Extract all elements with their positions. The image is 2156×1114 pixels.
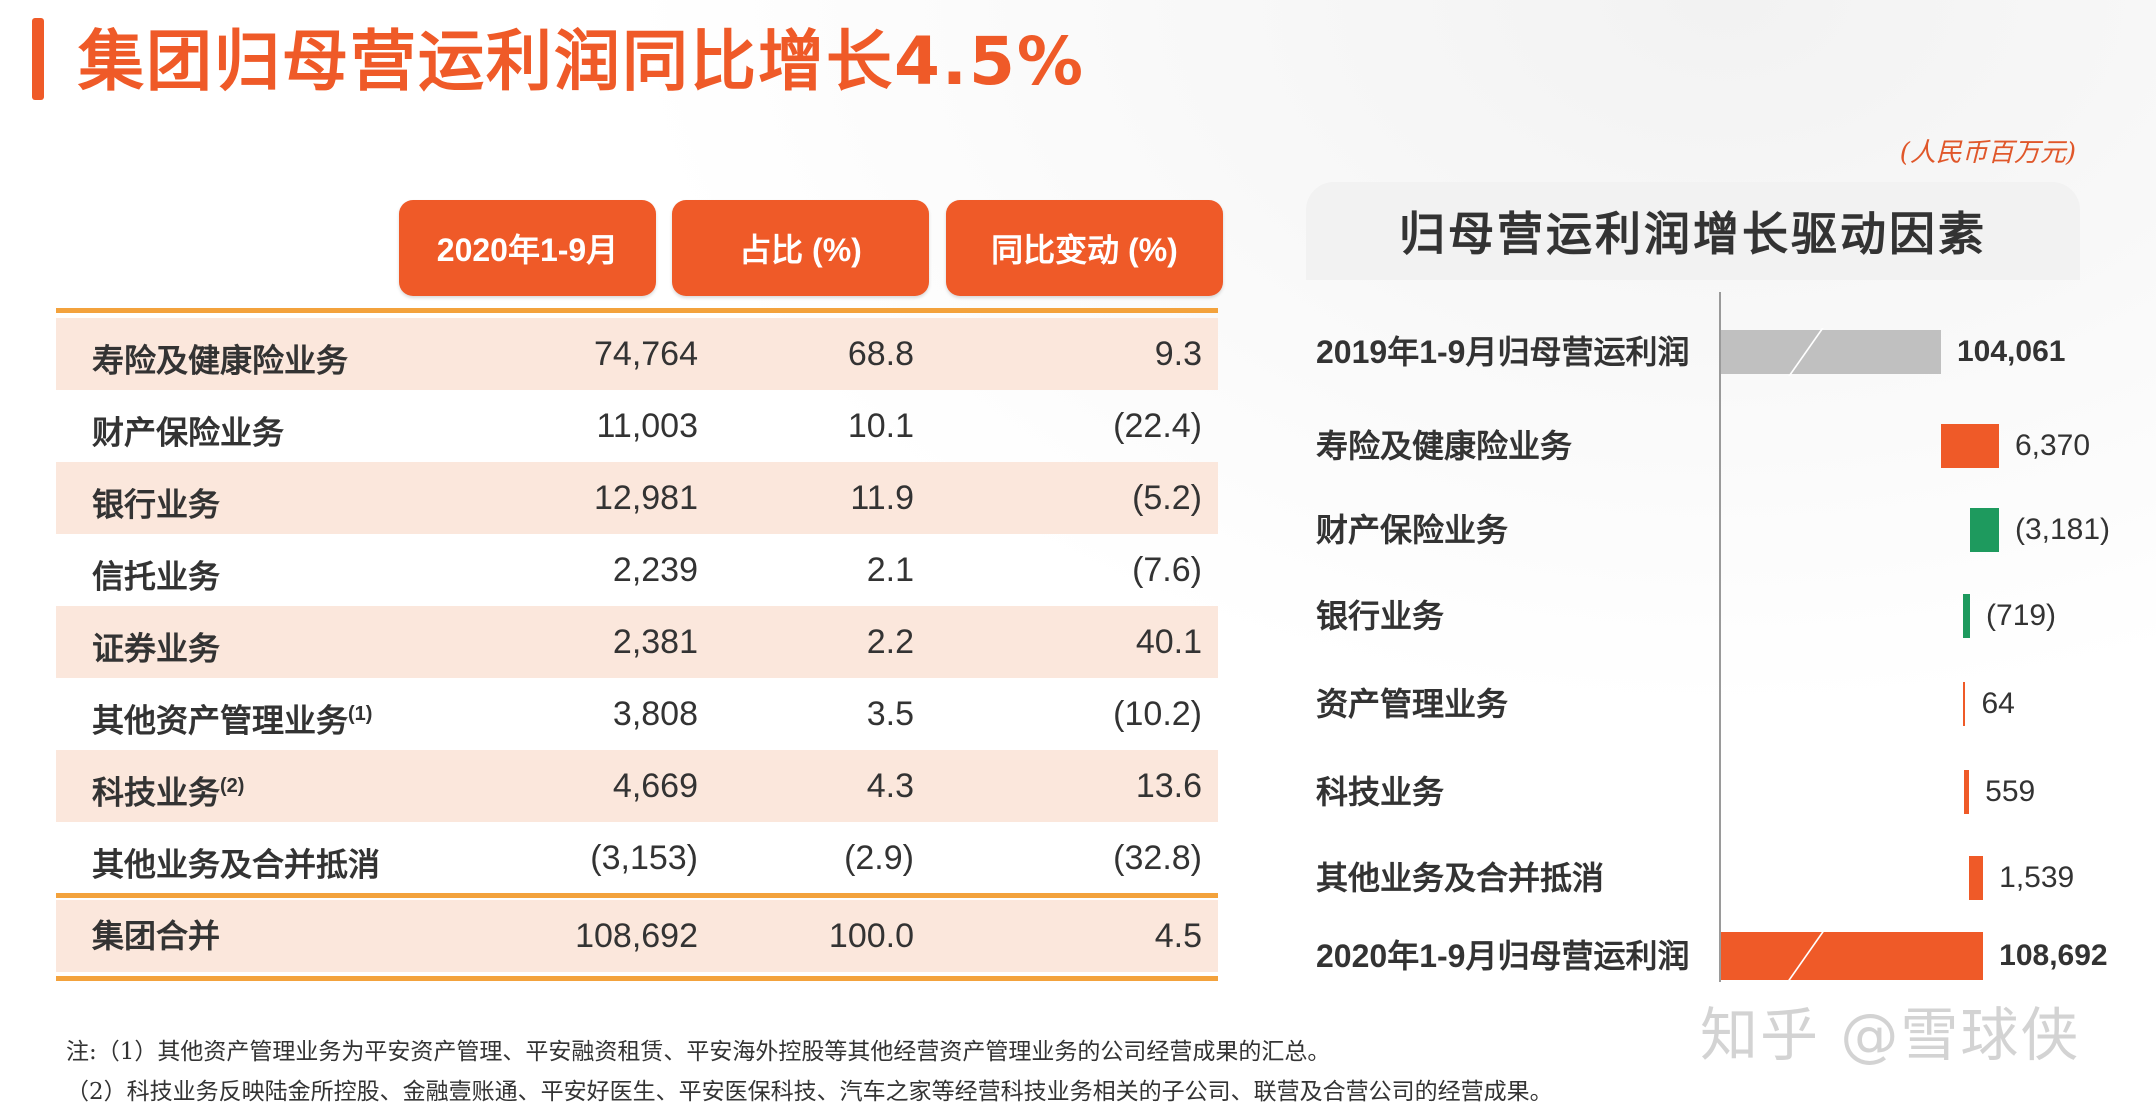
category-label: 财产保险业务 [1316, 511, 1509, 549]
row-yoy: (7.6) [1132, 551, 1202, 589]
category-label: 其他业务及合并抵消 [1316, 859, 1605, 897]
header-period: 2020年1-9月 [399, 200, 656, 296]
table-top-rule [56, 308, 1218, 313]
row-share: 100.0 [828, 917, 914, 955]
header-yoy: 同比变动 (%) [946, 200, 1223, 296]
row-amount: 11,003 [596, 407, 698, 445]
row-footnote-marker: (1) [348, 703, 373, 725]
row-amount: (3,153) [590, 839, 698, 877]
value-label: (3,181) [2014, 513, 2111, 546]
row-amount: 3,808 [612, 695, 698, 733]
value-label: 104,061 [1957, 335, 2066, 368]
decrease-bar [1963, 594, 1970, 638]
row-yoy: (32.8) [1113, 839, 1202, 877]
unit-label: (人民币百万元) [1899, 138, 2076, 168]
table-row: 证券业务 2,381 2.2 40.1 [56, 606, 1218, 678]
row-share: 2.2 [866, 623, 914, 661]
row-yoy: 13.6 [1135, 767, 1202, 805]
table-row: 科技业务(2) 4,669 4.3 13.6 [56, 750, 1218, 822]
row-label: 科技业务(2) [92, 773, 245, 812]
row-amount: 4,669 [612, 767, 698, 805]
category-label: 寿险及健康险业务 [1316, 427, 1573, 465]
title-accent-bar [32, 18, 44, 100]
row-share: (2.9) [844, 839, 914, 877]
row-yoy: 4.5 [1154, 917, 1202, 955]
table-row: 银行业务 12,981 11.9 (5.2) [56, 462, 1218, 534]
value-label: 1,539 [1999, 861, 2075, 894]
total-bar [1721, 330, 1941, 374]
value-label: 64 [1981, 687, 2015, 720]
value-label: 6,370 [2014, 429, 2091, 462]
row-yoy: (10.2) [1113, 695, 1202, 733]
row-label: 寿险及健康险业务 [92, 341, 349, 380]
row-share: 10.1 [847, 407, 914, 445]
increase-bar [1969, 856, 1984, 900]
table-row: 寿险及健康险业务 74,764 68.8 9.3 [56, 318, 1218, 390]
value-label: 559 [1985, 775, 2036, 808]
row-yoy: (22.4) [1113, 407, 1202, 445]
note-1: 注:（1）其他资产管理业务为平安资产管理、平安融资租赁、平安海外控股等其他经营资… [66, 1039, 1331, 1065]
table-bottom-rule [56, 976, 1218, 981]
table-row: 其他业务及合并抵消 (3,153) (2.9) (32.8) [56, 822, 1218, 894]
row-label: 其他业务及合并抵消 [92, 845, 381, 884]
row-amount: 74,764 [594, 335, 698, 373]
chart-title: 归母营运利润增长驱动因素 [1306, 182, 2080, 280]
category-label: 2020年1-9月归母营运利润 [1316, 938, 1690, 974]
value-label: (719) [1986, 599, 2057, 632]
value-label: 108,692 [1999, 939, 2108, 972]
category-label: 资产管理业务 [1316, 685, 1509, 723]
row-label: 证券业务 [92, 629, 221, 668]
table-row-total: 集团合并 108,692 100.0 4.5 [56, 900, 1218, 972]
increase-bar [1963, 682, 1966, 726]
row-label: 银行业务 [92, 485, 221, 524]
row-footnote-marker: (2) [220, 775, 245, 797]
row-share: 11.9 [850, 479, 914, 517]
row-amount: 108,692 [575, 917, 698, 955]
row-share: 3.5 [866, 695, 914, 733]
row-share: 68.8 [847, 335, 914, 373]
row-label: 财产保险业务 [92, 413, 285, 452]
row-amount: 12,981 [594, 479, 698, 517]
row-label: 信托业务 [92, 557, 221, 596]
total-top-rule [56, 893, 1218, 898]
row-label: 集团合并 [92, 917, 221, 955]
watermark: 知乎 @雪球侠 [1700, 1001, 2081, 1069]
total-bar [1721, 932, 1984, 980]
category-label: 2019年1-9月归母营运利润 [1316, 334, 1690, 370]
increase-bar [1941, 424, 1999, 468]
row-yoy: 40.1 [1135, 623, 1202, 661]
row-label: 其他资产管理业务(1) [92, 701, 373, 740]
table-row: 其他资产管理业务(1) 3,808 3.5 (10.2) [56, 678, 1218, 750]
row-yoy: 9.3 [1154, 335, 1202, 373]
row-amount: 2,381 [612, 623, 698, 661]
header-share: 占比 (%) [672, 200, 929, 296]
table-row: 财产保险业务 11,003 10.1 (22.4) [56, 390, 1218, 462]
row-share: 2.1 [866, 551, 914, 589]
row-share: 4.3 [866, 767, 914, 805]
increase-bar [1964, 770, 1970, 814]
note-2: （2）科技业务反映陆金所控股、金融壹账通、平安好医生、平安医保科技、汽车之家等经… [66, 1079, 1553, 1105]
page-title: 集团归母营运利润同比增长4.5% [78, 23, 1086, 100]
category-label: 科技业务 [1316, 773, 1445, 811]
table-row: 信托业务 2,239 2.1 (7.6) [56, 534, 1218, 606]
decrease-bar [1970, 508, 1999, 552]
chart-axis [1719, 292, 1721, 982]
row-yoy: (5.2) [1132, 479, 1202, 517]
category-label: 银行业务 [1316, 597, 1445, 635]
row-amount: 2,239 [612, 551, 698, 589]
